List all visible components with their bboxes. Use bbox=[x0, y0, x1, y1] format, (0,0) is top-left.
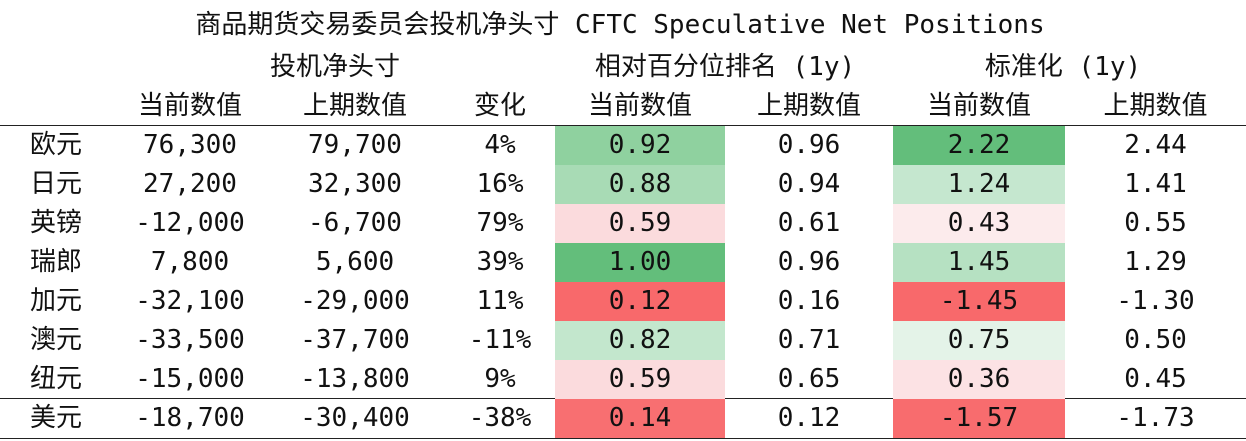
cell-shade bbox=[893, 243, 1065, 282]
table-cell: 0.50 bbox=[1124, 325, 1187, 355]
table-cell: 9% bbox=[484, 364, 516, 394]
table-cell: 11% bbox=[476, 286, 524, 316]
table-cell: 0.55 bbox=[1124, 208, 1187, 238]
cell-shade bbox=[893, 321, 1065, 360]
table-cell: 0.82 bbox=[608, 325, 672, 355]
table-cell: -1.57 bbox=[939, 403, 1019, 433]
table-cell: 1.00 bbox=[608, 247, 672, 277]
column-header: 当前数值 bbox=[926, 91, 1031, 121]
row-label: 日元 bbox=[30, 169, 83, 199]
table-cell: 0.61 bbox=[777, 208, 841, 238]
table-cell: -29,000 bbox=[300, 286, 410, 316]
table-cell: 0.88 bbox=[608, 169, 672, 199]
table-cell: 0.96 bbox=[777, 130, 841, 160]
table-cell: 2.22 bbox=[947, 130, 1011, 160]
table-cell: 16% bbox=[476, 169, 524, 199]
column-header: 变化 bbox=[473, 91, 526, 121]
table-cell: 1.29 bbox=[1124, 247, 1187, 277]
table-cell: -15,000 bbox=[135, 364, 245, 394]
table-cell: 79% bbox=[476, 208, 524, 238]
table-cell: 0.16 bbox=[777, 286, 841, 316]
cell-shade bbox=[555, 360, 725, 399]
table-cell: 4% bbox=[484, 130, 516, 160]
column-header: 上期数值 bbox=[302, 91, 407, 121]
title: 商品期货交易委员会投机净头寸 CFTC Speculative Net Posi… bbox=[195, 10, 1045, 40]
row-label: 英镑 bbox=[30, 208, 83, 238]
table-cell: -37,700 bbox=[300, 325, 410, 355]
cell-shade bbox=[555, 126, 725, 165]
row-label: 纽元 bbox=[30, 364, 83, 394]
column-header: 上期数值 bbox=[756, 91, 861, 121]
table-cell: -6,700 bbox=[308, 208, 402, 238]
column-header: 当前数值 bbox=[587, 91, 692, 121]
table-cell: -18,700 bbox=[135, 403, 245, 433]
group-header: 标准化 (1y) bbox=[984, 52, 1142, 82]
cell-shade bbox=[893, 126, 1065, 165]
cell-shade bbox=[555, 204, 725, 243]
table-cell: 0.59 bbox=[608, 208, 672, 238]
table-cell: 1.24 bbox=[947, 169, 1011, 199]
cell-shade bbox=[555, 282, 725, 321]
row-label: 瑞郎 bbox=[30, 247, 83, 277]
table-cell: 0.12 bbox=[777, 403, 841, 433]
table-cell: -13,800 bbox=[300, 364, 410, 394]
row-label: 加元 bbox=[30, 286, 83, 316]
table-cell: -30,400 bbox=[300, 403, 410, 433]
group-header: 相对百分位排名 (1y) bbox=[594, 52, 856, 82]
table-cell: 79,700 bbox=[308, 130, 402, 160]
table-cell: 0.94 bbox=[777, 169, 841, 199]
row-label: 澳元 bbox=[30, 325, 83, 355]
table-cell: -1.30 bbox=[1116, 286, 1195, 316]
table-cell: 0.14 bbox=[608, 403, 672, 433]
table-cell: -12,000 bbox=[135, 208, 245, 238]
table-cell: -1.45 bbox=[939, 286, 1019, 316]
table-cell: -33,500 bbox=[135, 325, 245, 355]
bottom-rule bbox=[0, 438, 1246, 439]
column-header: 当前数值 bbox=[137, 91, 242, 121]
table-cell: -1.73 bbox=[1116, 403, 1195, 433]
table-cell: 39% bbox=[476, 247, 524, 277]
cell-shade bbox=[555, 165, 725, 204]
table-cell: 76,300 bbox=[143, 130, 237, 160]
table-cell: 0.71 bbox=[777, 325, 841, 355]
group-header: 投机净头寸 bbox=[269, 52, 400, 82]
table-cell: 0.92 bbox=[608, 130, 672, 160]
cell-shade bbox=[893, 204, 1065, 243]
table-cell: 0.43 bbox=[947, 208, 1011, 238]
table-cell: 5,600 bbox=[315, 247, 395, 277]
table-cell: 0.45 bbox=[1124, 364, 1187, 394]
table-cell: 2.44 bbox=[1124, 130, 1187, 160]
cell-shade bbox=[555, 321, 725, 360]
table-cell: 32,300 bbox=[308, 169, 402, 199]
cell-shade bbox=[893, 399, 1065, 438]
table-cell: 7,800 bbox=[150, 247, 230, 277]
table-cell: -32,100 bbox=[135, 286, 245, 316]
row-label: 欧元 bbox=[30, 130, 83, 160]
table-cell: 0.96 bbox=[777, 247, 841, 277]
row-label: 美元 bbox=[30, 403, 83, 433]
table-cell: 0.36 bbox=[947, 364, 1011, 394]
cell-shade bbox=[555, 399, 725, 438]
table-cell: 0.65 bbox=[777, 364, 841, 394]
header-rule bbox=[0, 125, 1246, 126]
table-cell: 27,200 bbox=[143, 169, 237, 199]
table-cell: -38% bbox=[468, 403, 532, 433]
table-cell: 1.45 bbox=[947, 247, 1011, 277]
cell-shade bbox=[893, 165, 1065, 204]
table-cell: -11% bbox=[468, 325, 532, 355]
table-cell: 0.12 bbox=[608, 286, 672, 316]
cell-shade bbox=[893, 282, 1065, 321]
cell-shade bbox=[555, 243, 725, 282]
column-header: 上期数值 bbox=[1103, 91, 1208, 121]
table-cell: 1.41 bbox=[1124, 169, 1187, 199]
cell-shade bbox=[893, 360, 1065, 399]
table-cell: 0.59 bbox=[608, 364, 672, 394]
table-cell: 0.75 bbox=[947, 325, 1011, 355]
